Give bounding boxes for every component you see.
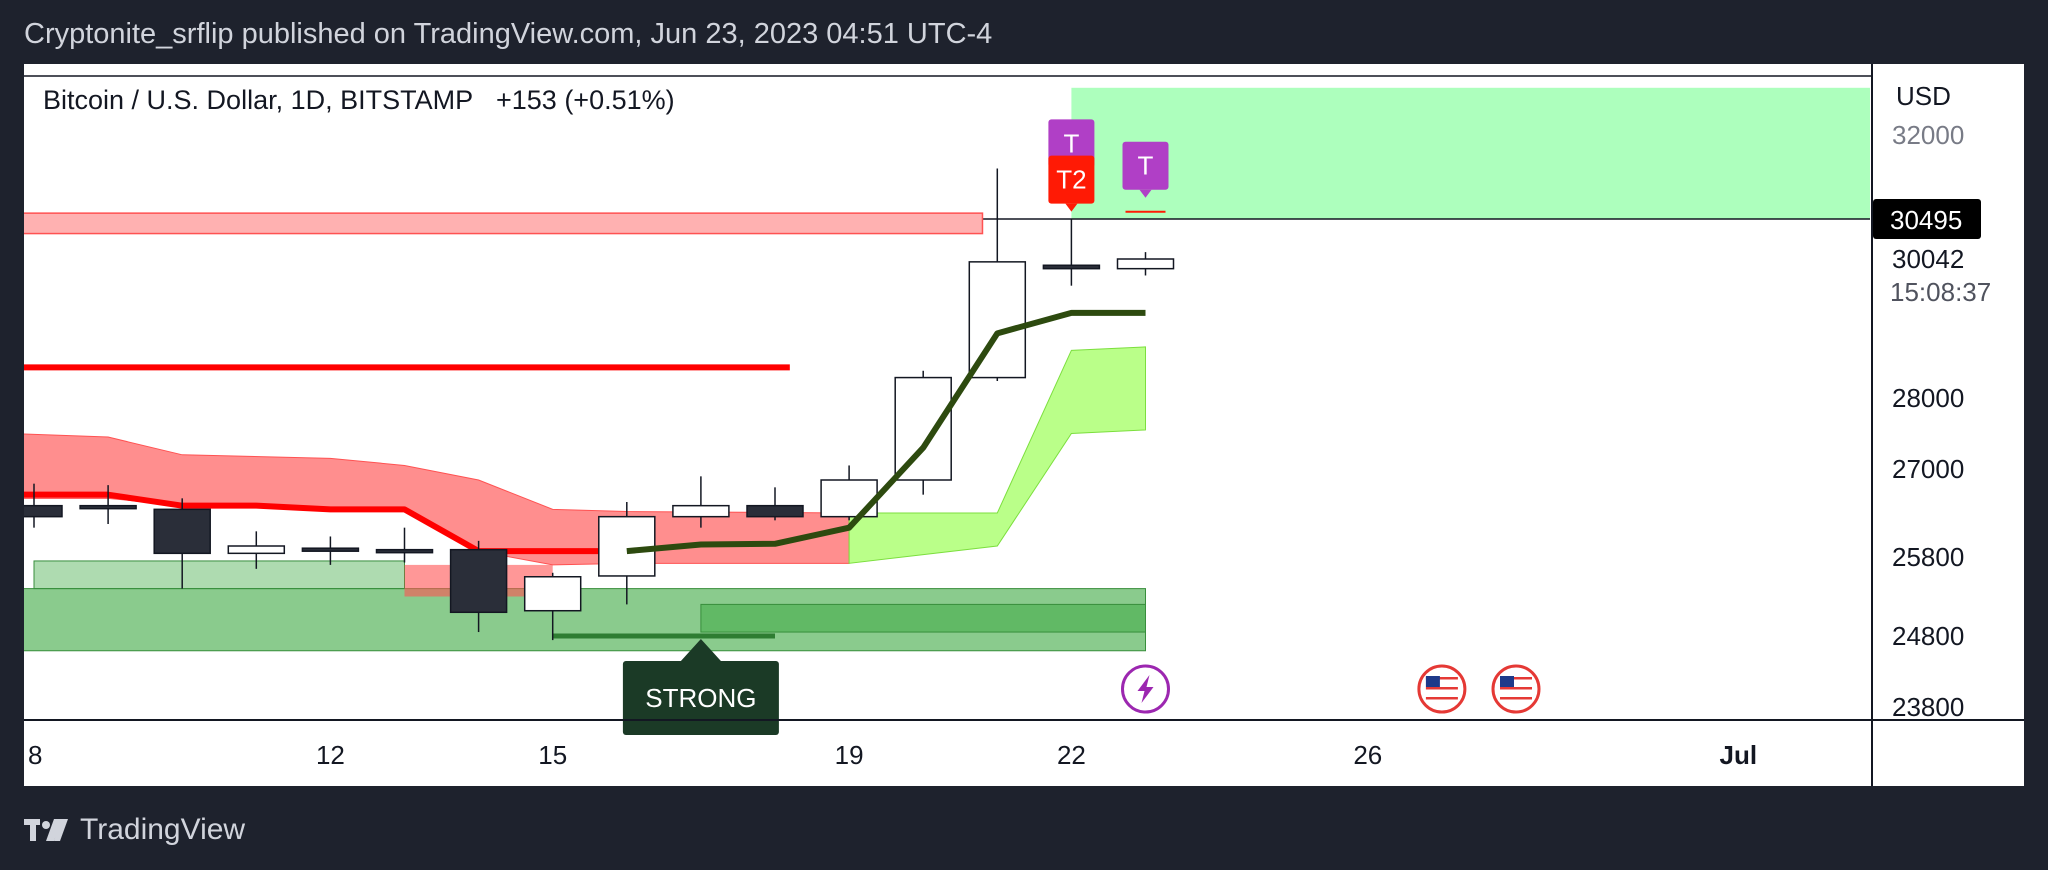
x-tick-label: Jul <box>1720 740 1758 770</box>
y-tick-label: 32000 <box>1892 120 1964 150</box>
candle-body[interactable] <box>449 548 508 614</box>
candle-body[interactable] <box>79 504 137 510</box>
baseline-line <box>626 309 1146 555</box>
strong-label-pointer <box>680 639 721 661</box>
flag-stripe <box>1500 692 1532 695</box>
x-tick-label: 19 <box>835 740 864 770</box>
flag-stripe <box>1425 682 1458 685</box>
x-tick-label: 26 <box>1353 740 1382 770</box>
candle-body[interactable] <box>894 376 952 481</box>
current-price-label: 30495 <box>1890 205 1962 235</box>
strong-label-box[interactable] <box>622 661 779 735</box>
flag-stripe <box>1425 692 1458 695</box>
current-price-box <box>1873 199 1981 239</box>
candle-body[interactable] <box>598 515 656 577</box>
marker-flag[interactable] <box>1048 119 1095 168</box>
last-close-label: 30042 <box>1892 244 1964 274</box>
marker-flag[interactable] <box>1048 155 1095 204</box>
symbol-line: Bitcoin / U.S. Dollar, 1D, BITSTAMP <box>43 85 473 115</box>
candle-body[interactable] <box>820 479 878 518</box>
candle-body[interactable] <box>153 508 211 555</box>
flag-stripe <box>1500 687 1532 690</box>
red-line <box>24 491 627 555</box>
marker-label: T <box>1063 128 1079 158</box>
x-tick-label: 22 <box>1057 740 1086 770</box>
flag-canton <box>1425 676 1440 687</box>
strong-label-text: STRONG <box>645 683 756 713</box>
chart-frame[interactable]: T T2 T STRONG USD Bitcoin / U.S. Dollar, 1D… <box>24 64 2024 786</box>
price-chart[interactable]: T T2 T STRONG USD Bitcoin / U.S. Dollar, 1D… <box>24 64 2024 786</box>
currency-label: USD <box>1896 81 1951 111</box>
flag-stripe <box>1500 697 1532 700</box>
candle-body[interactable] <box>523 576 582 612</box>
tradingview-brand[interactable]: TradingView <box>24 810 245 850</box>
countdown-label: 15:08:37 <box>1890 277 1991 307</box>
lightning-glyph <box>1137 675 1154 703</box>
support-zone <box>33 560 405 590</box>
x-tick-label: 12 <box>316 740 345 770</box>
marker-label: T <box>1138 151 1154 181</box>
brand-text: TradingView <box>80 813 246 846</box>
candle-body[interactable] <box>1116 258 1175 270</box>
candle-body[interactable] <box>301 547 360 552</box>
candle-body[interactable] <box>672 504 730 518</box>
flag-stripe <box>1500 682 1532 685</box>
flag-stripe <box>1425 687 1458 690</box>
x-tick-label: 8 <box>28 740 42 770</box>
marker-label: T2 <box>1056 165 1086 195</box>
candle-body[interactable] <box>24 504 63 518</box>
marker-flag[interactable] <box>1122 141 1169 190</box>
green-cloud <box>848 346 1146 564</box>
marker-pointer <box>1139 189 1152 198</box>
candle-body[interactable] <box>375 548 434 554</box>
target-zone <box>1071 87 1870 219</box>
flag-stripe <box>1425 697 1458 700</box>
resistance-band <box>24 212 984 235</box>
y-tick-label: 25800 <box>1892 542 1964 572</box>
candle-body[interactable] <box>227 545 286 555</box>
x-tick-label: 15 <box>538 740 567 770</box>
y-tick-label: 27000 <box>1892 454 1964 484</box>
y-tick-label: 23800 <box>1892 692 1964 722</box>
flag-canton <box>1500 676 1514 687</box>
marker-pointer <box>1065 203 1078 212</box>
flag-stripe <box>1425 677 1458 680</box>
candle-body[interactable] <box>1042 264 1101 270</box>
y-tick-label: 24800 <box>1892 621 1964 651</box>
candle-body[interactable] <box>746 504 804 518</box>
change-text: +153 (+0.51%) <box>496 85 675 115</box>
support-zone <box>700 603 1147 633</box>
publisher-line: Cryptonite_srflip published on TradingVi… <box>24 18 993 50</box>
flag-stripe <box>1500 677 1532 680</box>
tradingview-logo-icon <box>24 819 68 841</box>
y-tick-label: 28000 <box>1892 383 1964 413</box>
